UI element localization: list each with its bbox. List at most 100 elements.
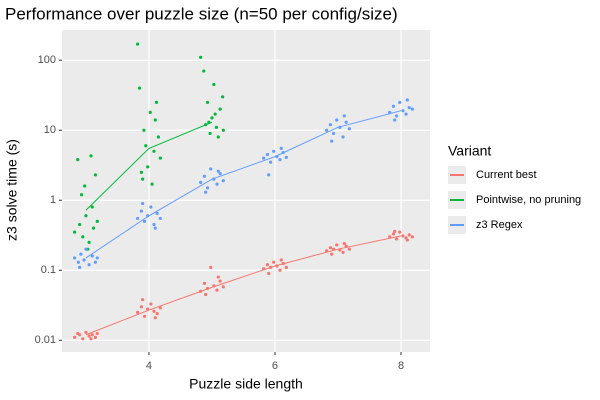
data-point bbox=[221, 95, 225, 99]
data-point bbox=[139, 305, 143, 309]
data-point bbox=[93, 335, 97, 339]
data-point bbox=[153, 226, 157, 230]
data-point bbox=[391, 104, 396, 108]
data-point bbox=[218, 172, 222, 176]
data-point bbox=[150, 182, 154, 186]
data-point bbox=[267, 271, 271, 276]
data-point bbox=[265, 152, 270, 157]
data-point bbox=[79, 193, 84, 197]
x-tick-label: 4 bbox=[146, 360, 152, 372]
data-point bbox=[148, 110, 152, 114]
data-point bbox=[216, 169, 220, 173]
y-tick-label: 0.1 bbox=[41, 264, 56, 276]
data-point bbox=[284, 155, 288, 159]
data-point bbox=[218, 279, 222, 283]
data-point bbox=[341, 250, 345, 254]
data-point bbox=[136, 42, 140, 46]
data-point bbox=[202, 281, 207, 285]
data-point bbox=[144, 144, 148, 148]
data-point bbox=[262, 156, 266, 160]
data-point bbox=[278, 158, 282, 162]
data-point bbox=[398, 100, 402, 104]
data-point bbox=[272, 260, 276, 264]
x-tick-label: 8 bbox=[398, 360, 404, 372]
data-point bbox=[401, 109, 405, 113]
data-point bbox=[152, 309, 156, 313]
mean-line bbox=[85, 235, 402, 336]
y-tick-label: 1 bbox=[50, 194, 56, 206]
data-point bbox=[209, 265, 213, 269]
data-point bbox=[395, 114, 399, 118]
plot-background bbox=[62, 30, 430, 352]
data-point bbox=[136, 216, 140, 221]
data-point bbox=[141, 201, 145, 206]
data-point bbox=[347, 247, 351, 251]
data-point bbox=[136, 310, 140, 315]
data-point bbox=[149, 205, 153, 209]
data-point bbox=[142, 128, 146, 132]
data-point bbox=[278, 268, 282, 272]
data-point bbox=[89, 154, 93, 158]
data-point bbox=[90, 205, 94, 209]
data-point bbox=[335, 118, 339, 122]
data-point bbox=[215, 288, 219, 292]
data-point bbox=[341, 135, 345, 139]
data-point bbox=[146, 165, 150, 169]
data-point bbox=[152, 149, 156, 153]
data-point bbox=[393, 229, 397, 233]
data-point bbox=[212, 82, 216, 87]
data-point bbox=[76, 158, 80, 162]
data-point bbox=[347, 127, 351, 131]
mean-line bbox=[85, 110, 402, 259]
data-point bbox=[265, 263, 270, 267]
data-point bbox=[325, 128, 329, 132]
data-point bbox=[83, 184, 87, 188]
data-point bbox=[216, 275, 220, 279]
data-point bbox=[73, 256, 77, 260]
data-point bbox=[91, 226, 96, 230]
data-point bbox=[158, 156, 162, 160]
data-point bbox=[89, 337, 93, 341]
data-point bbox=[213, 112, 217, 116]
data-point bbox=[84, 214, 88, 218]
data-point bbox=[199, 180, 203, 184]
data-point bbox=[153, 316, 157, 320]
data-point bbox=[214, 125, 218, 129]
data-point bbox=[204, 292, 208, 297]
data-point bbox=[218, 107, 222, 111]
data-point bbox=[95, 219, 99, 223]
data-point bbox=[205, 100, 210, 104]
data-point bbox=[155, 211, 159, 215]
x-axis-label: Puzzle side length bbox=[189, 376, 303, 392]
data-point bbox=[268, 160, 273, 164]
data-point bbox=[93, 173, 97, 177]
data-point bbox=[405, 238, 409, 242]
y-axis-label: z3 solve time (s) bbox=[4, 139, 20, 241]
data-point bbox=[216, 135, 220, 139]
data-point bbox=[95, 331, 99, 336]
data-point bbox=[76, 260, 80, 264]
data-point bbox=[87, 334, 91, 338]
data-point bbox=[78, 265, 82, 269]
data-point bbox=[342, 242, 346, 246]
mean-line bbox=[85, 121, 213, 211]
data-point bbox=[342, 114, 346, 118]
data-point bbox=[141, 177, 145, 181]
data-point bbox=[410, 107, 414, 111]
data-point bbox=[141, 298, 145, 302]
data-point bbox=[221, 128, 225, 132]
data-point bbox=[155, 312, 159, 316]
data-point bbox=[84, 247, 88, 251]
data-point bbox=[210, 116, 214, 120]
chart-title: Performance over puzzle size (n=50 per c… bbox=[5, 4, 398, 23]
data-point bbox=[81, 235, 85, 239]
data-point bbox=[398, 230, 402, 234]
data-point bbox=[209, 167, 213, 171]
legend-label: z3 Regex bbox=[476, 219, 523, 231]
legend-label: Pointwise, no pruning bbox=[476, 194, 581, 206]
data-point bbox=[137, 86, 142, 90]
data-point bbox=[78, 222, 82, 227]
data-point bbox=[395, 237, 399, 241]
data-point bbox=[79, 252, 83, 256]
